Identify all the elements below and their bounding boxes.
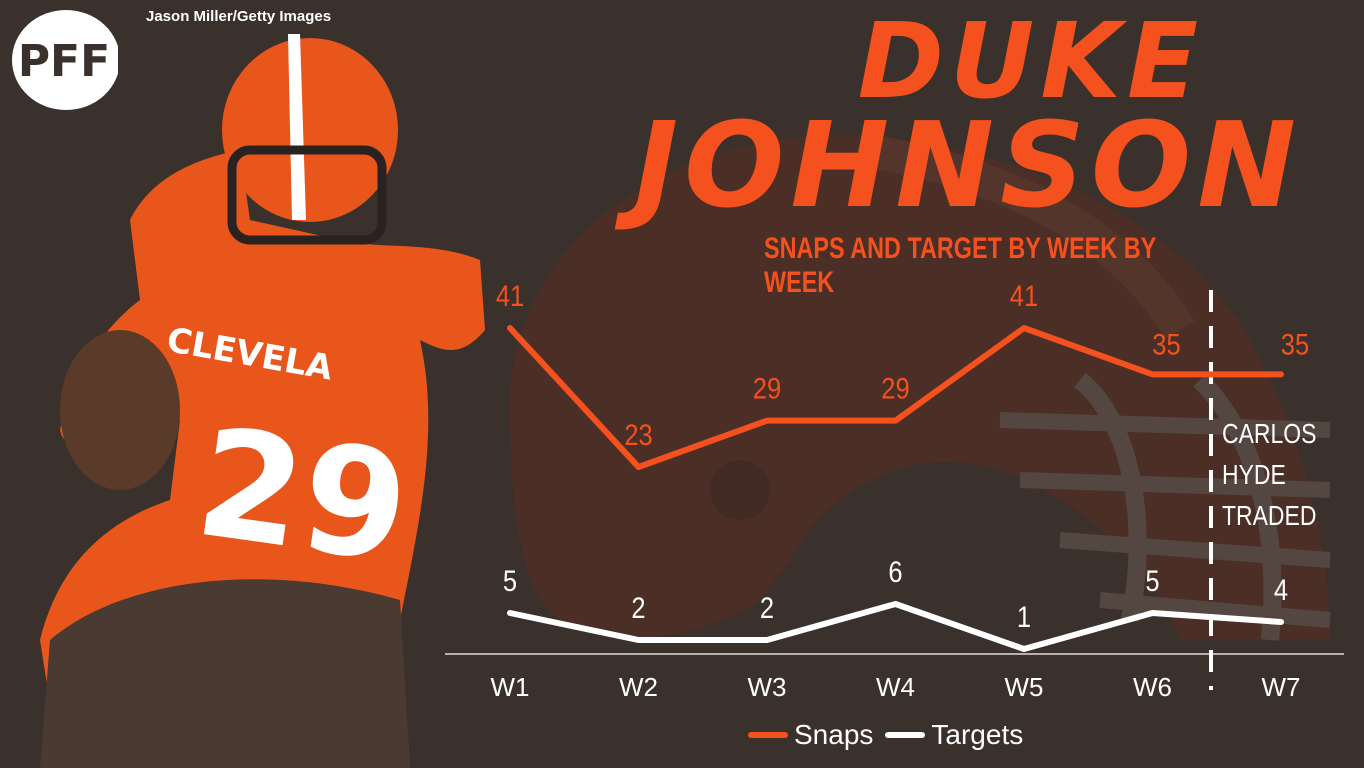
svg-text:29: 29 <box>187 396 418 597</box>
x-tick-w1: W1 <box>491 672 530 702</box>
data-label-targets-w2: 2 <box>631 591 645 624</box>
data-label-snaps-w6: 35 <box>1152 327 1180 360</box>
data-label-targets-w4: 6 <box>888 555 902 588</box>
data-label-targets-w3: 2 <box>760 591 774 624</box>
annotation-line-2: HYDE <box>1222 459 1286 490</box>
data-label-snaps-w4: 29 <box>881 372 909 405</box>
title-last-name: Johnson <box>634 96 1302 234</box>
chart-legend: Snaps Targets <box>748 718 1023 752</box>
x-tick-w4: W4 <box>876 672 915 702</box>
series-line-snaps <box>507 325 1284 470</box>
legend-label-snaps: Snaps <box>794 719 874 750</box>
series-line-targets <box>507 601 1284 652</box>
chart-subtitle: SNAPS AND TARGET BY WEEK BY WEEK <box>764 232 1156 299</box>
data-label-snaps-w2: 23 <box>624 418 652 451</box>
data-label-targets-w7: 4 <box>1274 573 1288 606</box>
annotation-line-1: CARLOS <box>1222 418 1317 449</box>
x-tick-w3: W3 <box>748 672 787 702</box>
legend-swatch-targets <box>885 732 926 738</box>
data-label-snaps-w1: 41 <box>496 279 524 312</box>
pff-logo: PFF <box>12 10 118 110</box>
legend-item-snaps: Snaps <box>748 719 873 751</box>
data-label-snaps-w5: 41 <box>1010 279 1038 312</box>
photo-credit: Jason Miller/Getty Images <box>146 8 332 25</box>
annotation-line-3: TRADED <box>1222 500 1317 531</box>
legend-swatch-snaps <box>748 732 788 738</box>
x-tick-w6: W6 <box>1133 672 1172 702</box>
x-tick-w5: W5 <box>1005 672 1044 702</box>
x-tick-w7: W7 <box>1262 672 1301 702</box>
data-label-targets-w1: 5 <box>503 564 517 597</box>
data-label-targets-w5: 1 <box>1017 600 1031 633</box>
player-photo: 29 CLEVELA <box>40 34 485 768</box>
legend-item-targets: Targets <box>885 719 1023 751</box>
x-tick-w2: W2 <box>619 672 658 702</box>
data-label-snaps-w3: 29 <box>753 372 781 405</box>
data-label-snaps-w7: 35 <box>1281 327 1309 360</box>
title-first-name: Duke <box>857 0 1204 122</box>
logo-text: PFF <box>18 36 110 87</box>
legend-label-targets: Targets <box>931 719 1024 750</box>
data-label-targets-w6: 5 <box>1145 564 1159 597</box>
